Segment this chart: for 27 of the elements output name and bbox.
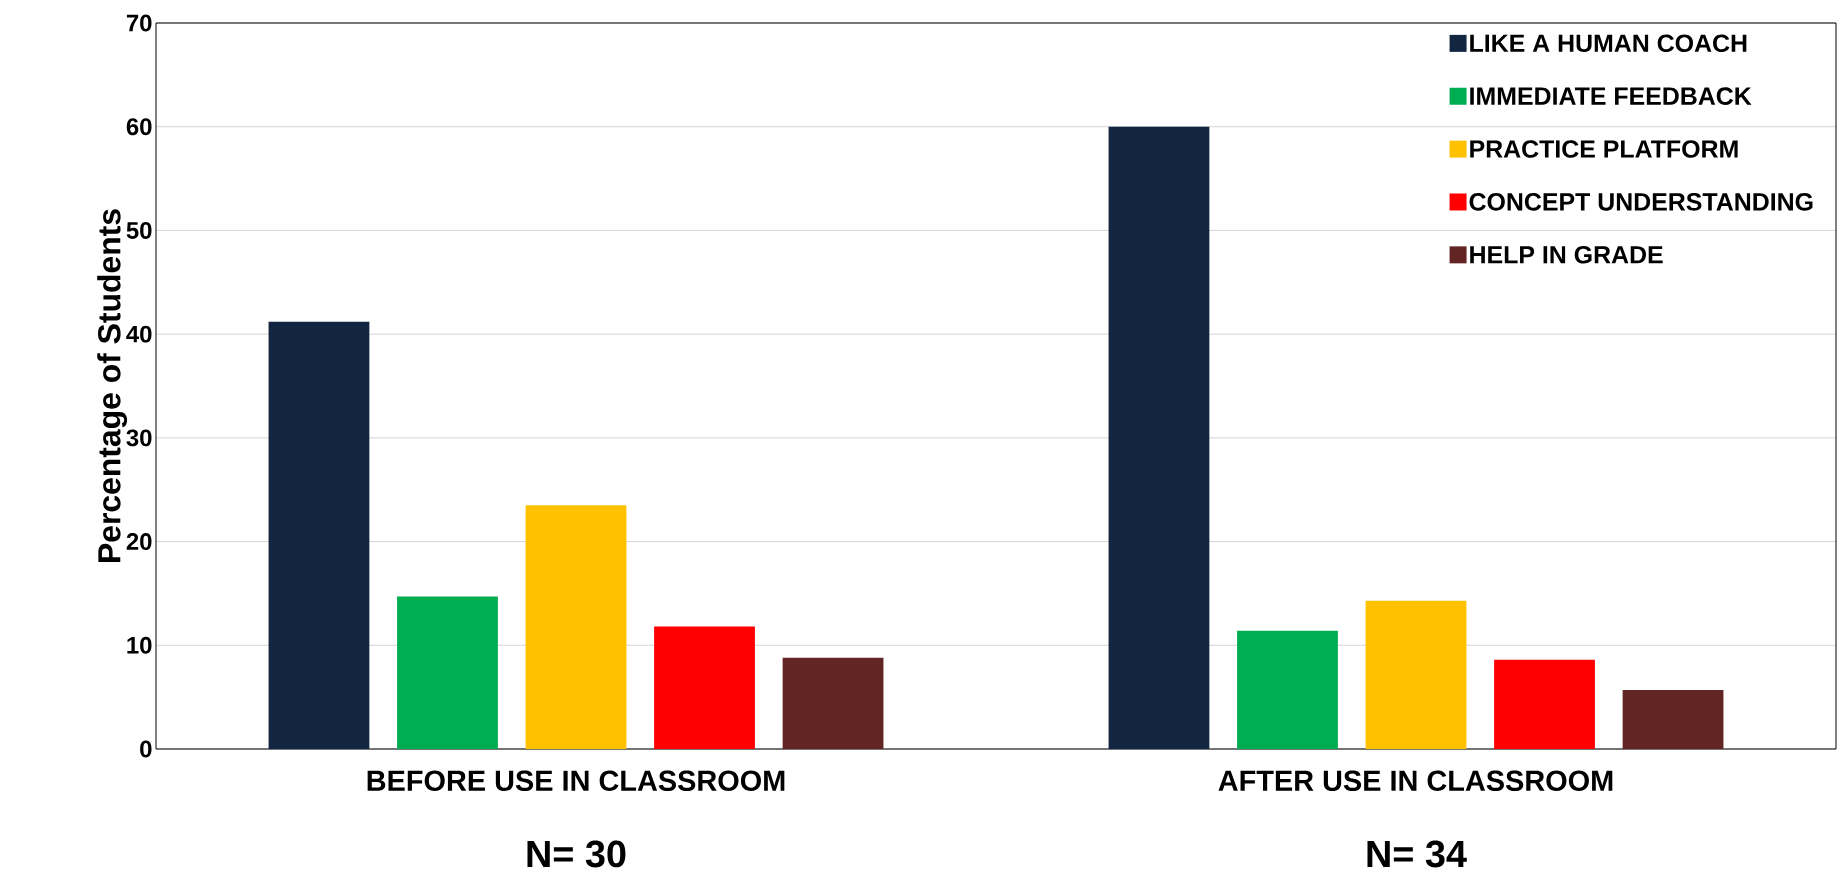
y-tick-label: 0 bbox=[140, 740, 152, 758]
y-tick-label: 10 bbox=[127, 636, 152, 654]
legend-label: PRACTICE PLATFORM bbox=[1470, 140, 1738, 158]
bar bbox=[782, 657, 884, 749]
y-tick-label: 40 bbox=[126, 325, 152, 343]
y-tick-label: 50 bbox=[126, 221, 152, 239]
legend-label: LIKE A HUMAN COACH bbox=[1470, 34, 1747, 53]
y-tick-label: 30 bbox=[126, 429, 152, 447]
x-tick-label: BEFORE USE IN CLASSROOM bbox=[367, 770, 785, 791]
bar bbox=[1237, 630, 1338, 749]
legend-label: HELP IN GRADE bbox=[1470, 245, 1663, 264]
bar bbox=[525, 505, 627, 749]
bar bbox=[654, 626, 755, 749]
bar bbox=[1494, 659, 1595, 749]
bar bbox=[1622, 689, 1724, 749]
bar bbox=[1108, 126, 1210, 749]
y-tick-label: 70 bbox=[126, 14, 152, 32]
text: N= 34 bbox=[1367, 840, 1467, 868]
y-tick-label: 60 bbox=[126, 118, 152, 136]
legend-label: IMMEDIATE FEEDBACK bbox=[1470, 87, 1752, 105]
bar bbox=[1365, 600, 1467, 749]
text: N= 30 bbox=[527, 840, 626, 868]
y-tick-label: 20 bbox=[126, 533, 152, 551]
bar bbox=[268, 321, 370, 749]
legend-label: CONCEPT UNDERSTANDING bbox=[1469, 193, 1813, 211]
bar bbox=[397, 596, 498, 749]
x-tick-label: AFTER USE IN CLASSROOM bbox=[1218, 770, 1613, 791]
